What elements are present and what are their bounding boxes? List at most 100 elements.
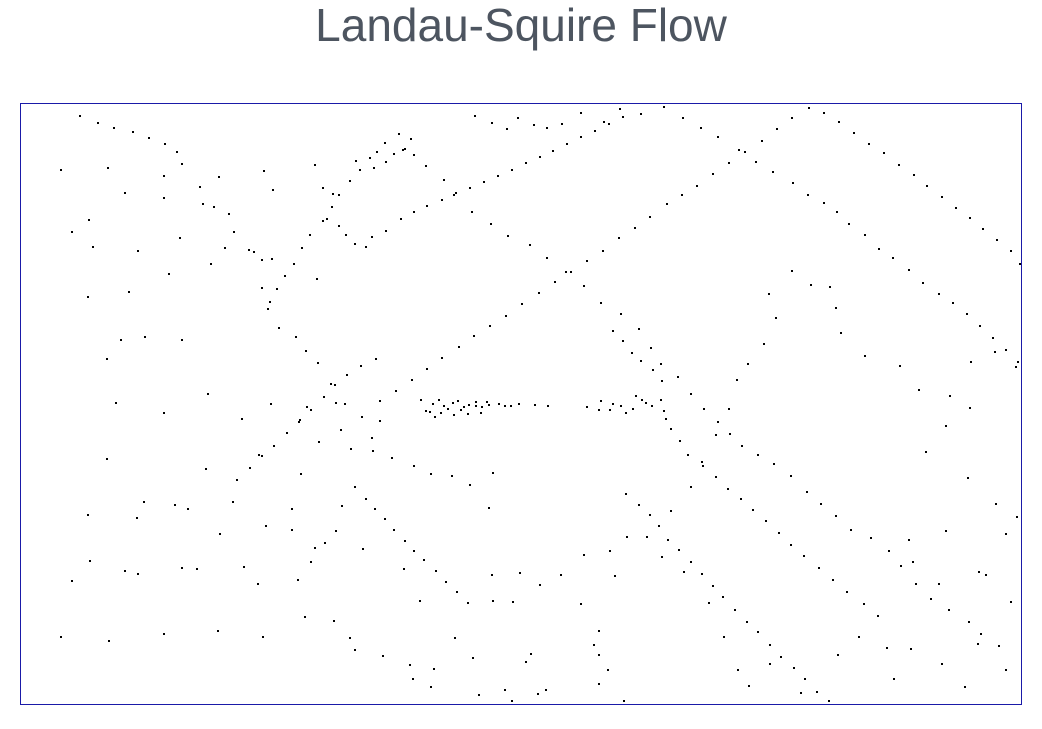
data-point	[486, 401, 488, 403]
data-point	[539, 584, 541, 586]
data-point	[420, 399, 422, 401]
data-point	[163, 197, 165, 199]
data-point	[179, 237, 181, 239]
data-point	[314, 547, 316, 549]
data-point	[474, 115, 476, 117]
data-point	[176, 151, 178, 153]
data-point	[181, 163, 183, 165]
data-point	[310, 409, 312, 411]
data-point	[645, 402, 647, 404]
data-point	[384, 142, 386, 144]
data-point	[525, 162, 527, 164]
data-point	[457, 400, 459, 402]
data-point	[71, 580, 73, 582]
data-point	[687, 454, 689, 456]
data-point	[409, 664, 411, 666]
data-point	[835, 515, 837, 517]
data-point	[454, 637, 456, 639]
data-point	[964, 686, 966, 688]
data-point	[338, 225, 340, 227]
data-point	[977, 643, 979, 645]
data-point	[863, 603, 865, 605]
data-point	[561, 123, 563, 125]
data-point	[463, 406, 465, 408]
data-point	[635, 395, 637, 397]
data-point	[429, 411, 431, 413]
data-point	[608, 123, 610, 125]
data-point	[518, 403, 520, 405]
data-point	[426, 368, 428, 370]
data-point	[846, 591, 848, 593]
data-point	[232, 501, 234, 503]
data-point	[547, 405, 549, 407]
data-point	[291, 529, 293, 531]
data-point	[344, 403, 346, 405]
data-point	[419, 600, 421, 602]
data-point	[398, 133, 400, 135]
data-point	[248, 249, 250, 251]
data-point	[128, 291, 130, 293]
data-point	[488, 404, 490, 406]
data-point	[886, 647, 888, 649]
data-point	[400, 218, 402, 220]
data-point	[299, 419, 301, 421]
data-point	[747, 363, 749, 365]
data-point	[317, 362, 319, 364]
data-point	[447, 408, 449, 410]
data-point	[404, 540, 406, 542]
data-point	[717, 136, 719, 138]
data-point	[324, 542, 326, 544]
data-point	[703, 408, 705, 410]
data-point	[402, 149, 404, 151]
data-point	[269, 301, 271, 303]
data-point	[423, 559, 425, 561]
data-point	[341, 505, 343, 507]
data-point	[538, 292, 540, 294]
data-point	[682, 117, 684, 119]
data-point	[995, 503, 997, 505]
data-point	[276, 288, 278, 290]
data-point	[593, 644, 595, 646]
data-point	[492, 600, 494, 602]
data-point	[430, 473, 432, 475]
data-point	[723, 636, 725, 638]
data-point	[620, 405, 622, 407]
data-point	[752, 509, 754, 511]
data-point	[304, 616, 306, 618]
data-point	[800, 692, 802, 694]
data-point	[757, 454, 759, 456]
data-point	[580, 136, 582, 138]
data-point	[600, 400, 602, 402]
data-point	[761, 140, 763, 142]
data-point	[818, 567, 820, 569]
data-point	[300, 473, 302, 475]
data-point	[757, 631, 759, 633]
data-point	[228, 213, 230, 215]
data-point	[622, 340, 624, 342]
data-point	[945, 425, 947, 427]
data-point	[60, 169, 62, 171]
data-point	[878, 248, 880, 250]
data-point	[217, 630, 219, 632]
data-point	[473, 335, 475, 337]
data-point	[372, 450, 374, 452]
data-point	[331, 206, 333, 208]
data-point	[322, 187, 324, 189]
data-point	[773, 463, 775, 465]
data-point	[892, 257, 894, 259]
data-point	[530, 653, 532, 655]
data-point	[132, 131, 134, 133]
data-point	[804, 678, 806, 680]
data-point	[612, 403, 614, 405]
data-point	[793, 667, 795, 669]
data-point	[455, 192, 457, 194]
data-point	[253, 251, 255, 253]
data-point	[488, 507, 490, 509]
data-point	[391, 457, 393, 459]
data-point	[744, 151, 746, 153]
data-point	[586, 406, 588, 408]
data-point	[453, 194, 455, 196]
data-point	[580, 603, 582, 605]
data-point	[107, 167, 109, 169]
data-point	[164, 143, 166, 145]
